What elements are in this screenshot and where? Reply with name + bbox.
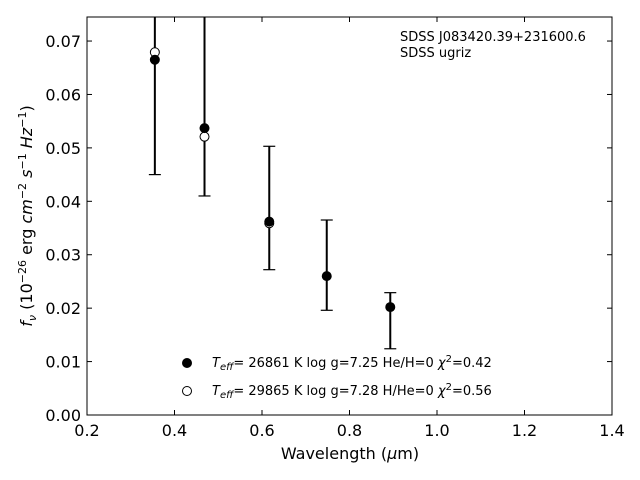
model-point-filled: [385, 302, 396, 313]
x-tick-label: 0.2: [74, 421, 99, 440]
x-tick-label: 0.6: [249, 421, 274, 440]
y-tick-label: 0.00: [45, 406, 81, 425]
legend: Teff= 26861 K log g=7.25 He/H=0 χ2=0.42 …: [182, 354, 492, 401]
model-point-filled: [199, 123, 210, 134]
y-tick-label: 0.06: [45, 85, 81, 104]
model-point-filled: [149, 54, 160, 65]
x-tick-label: 1.4: [599, 421, 624, 440]
x-tick-label: 1.2: [512, 421, 537, 440]
x-tick-label: 1.0: [424, 421, 449, 440]
error-bars: [148, 17, 397, 350]
model-point-open: [199, 131, 210, 142]
legend-marker-filled: [182, 358, 192, 368]
y-tick-label: 0.02: [45, 299, 81, 318]
model-point-filled: [321, 271, 332, 282]
x-tick-label: 0.8: [337, 421, 362, 440]
legend-entry-2: Teff= 29865 K log g=7.28 H/He=0 χ2=0.56: [212, 382, 492, 401]
y-tick-label: 0.07: [45, 32, 81, 51]
data-points: [149, 47, 396, 313]
y-tick-label: 0.04: [45, 192, 81, 211]
annotation-filters: SDSS ugriz: [400, 46, 471, 61]
legend-marker-open: [182, 386, 192, 396]
y-axis-label: fν (10−26 erg cm−2 s−1 Hz−1): [16, 105, 39, 326]
y-tick-label: 0.01: [45, 353, 81, 372]
y-tick-label: 0.03: [45, 246, 81, 265]
model-point-filled: [264, 216, 275, 227]
annotation-object: SDSS J083420.39+231600.6: [400, 30, 586, 45]
y-tick-label: 0.05: [45, 139, 81, 158]
legend-entry-1: Teff= 26861 K log g=7.25 He/H=0 χ2=0.42: [212, 354, 492, 373]
x-tick-label: 0.4: [162, 421, 187, 440]
x-axis-label: Wavelength (μm): [281, 444, 419, 463]
axis-ticks: 0.2 0.4 0.6 0.8 1.0 1.2 1.4 0.00 0.01 0.02 0.03 0.0…: [45, 17, 625, 440]
